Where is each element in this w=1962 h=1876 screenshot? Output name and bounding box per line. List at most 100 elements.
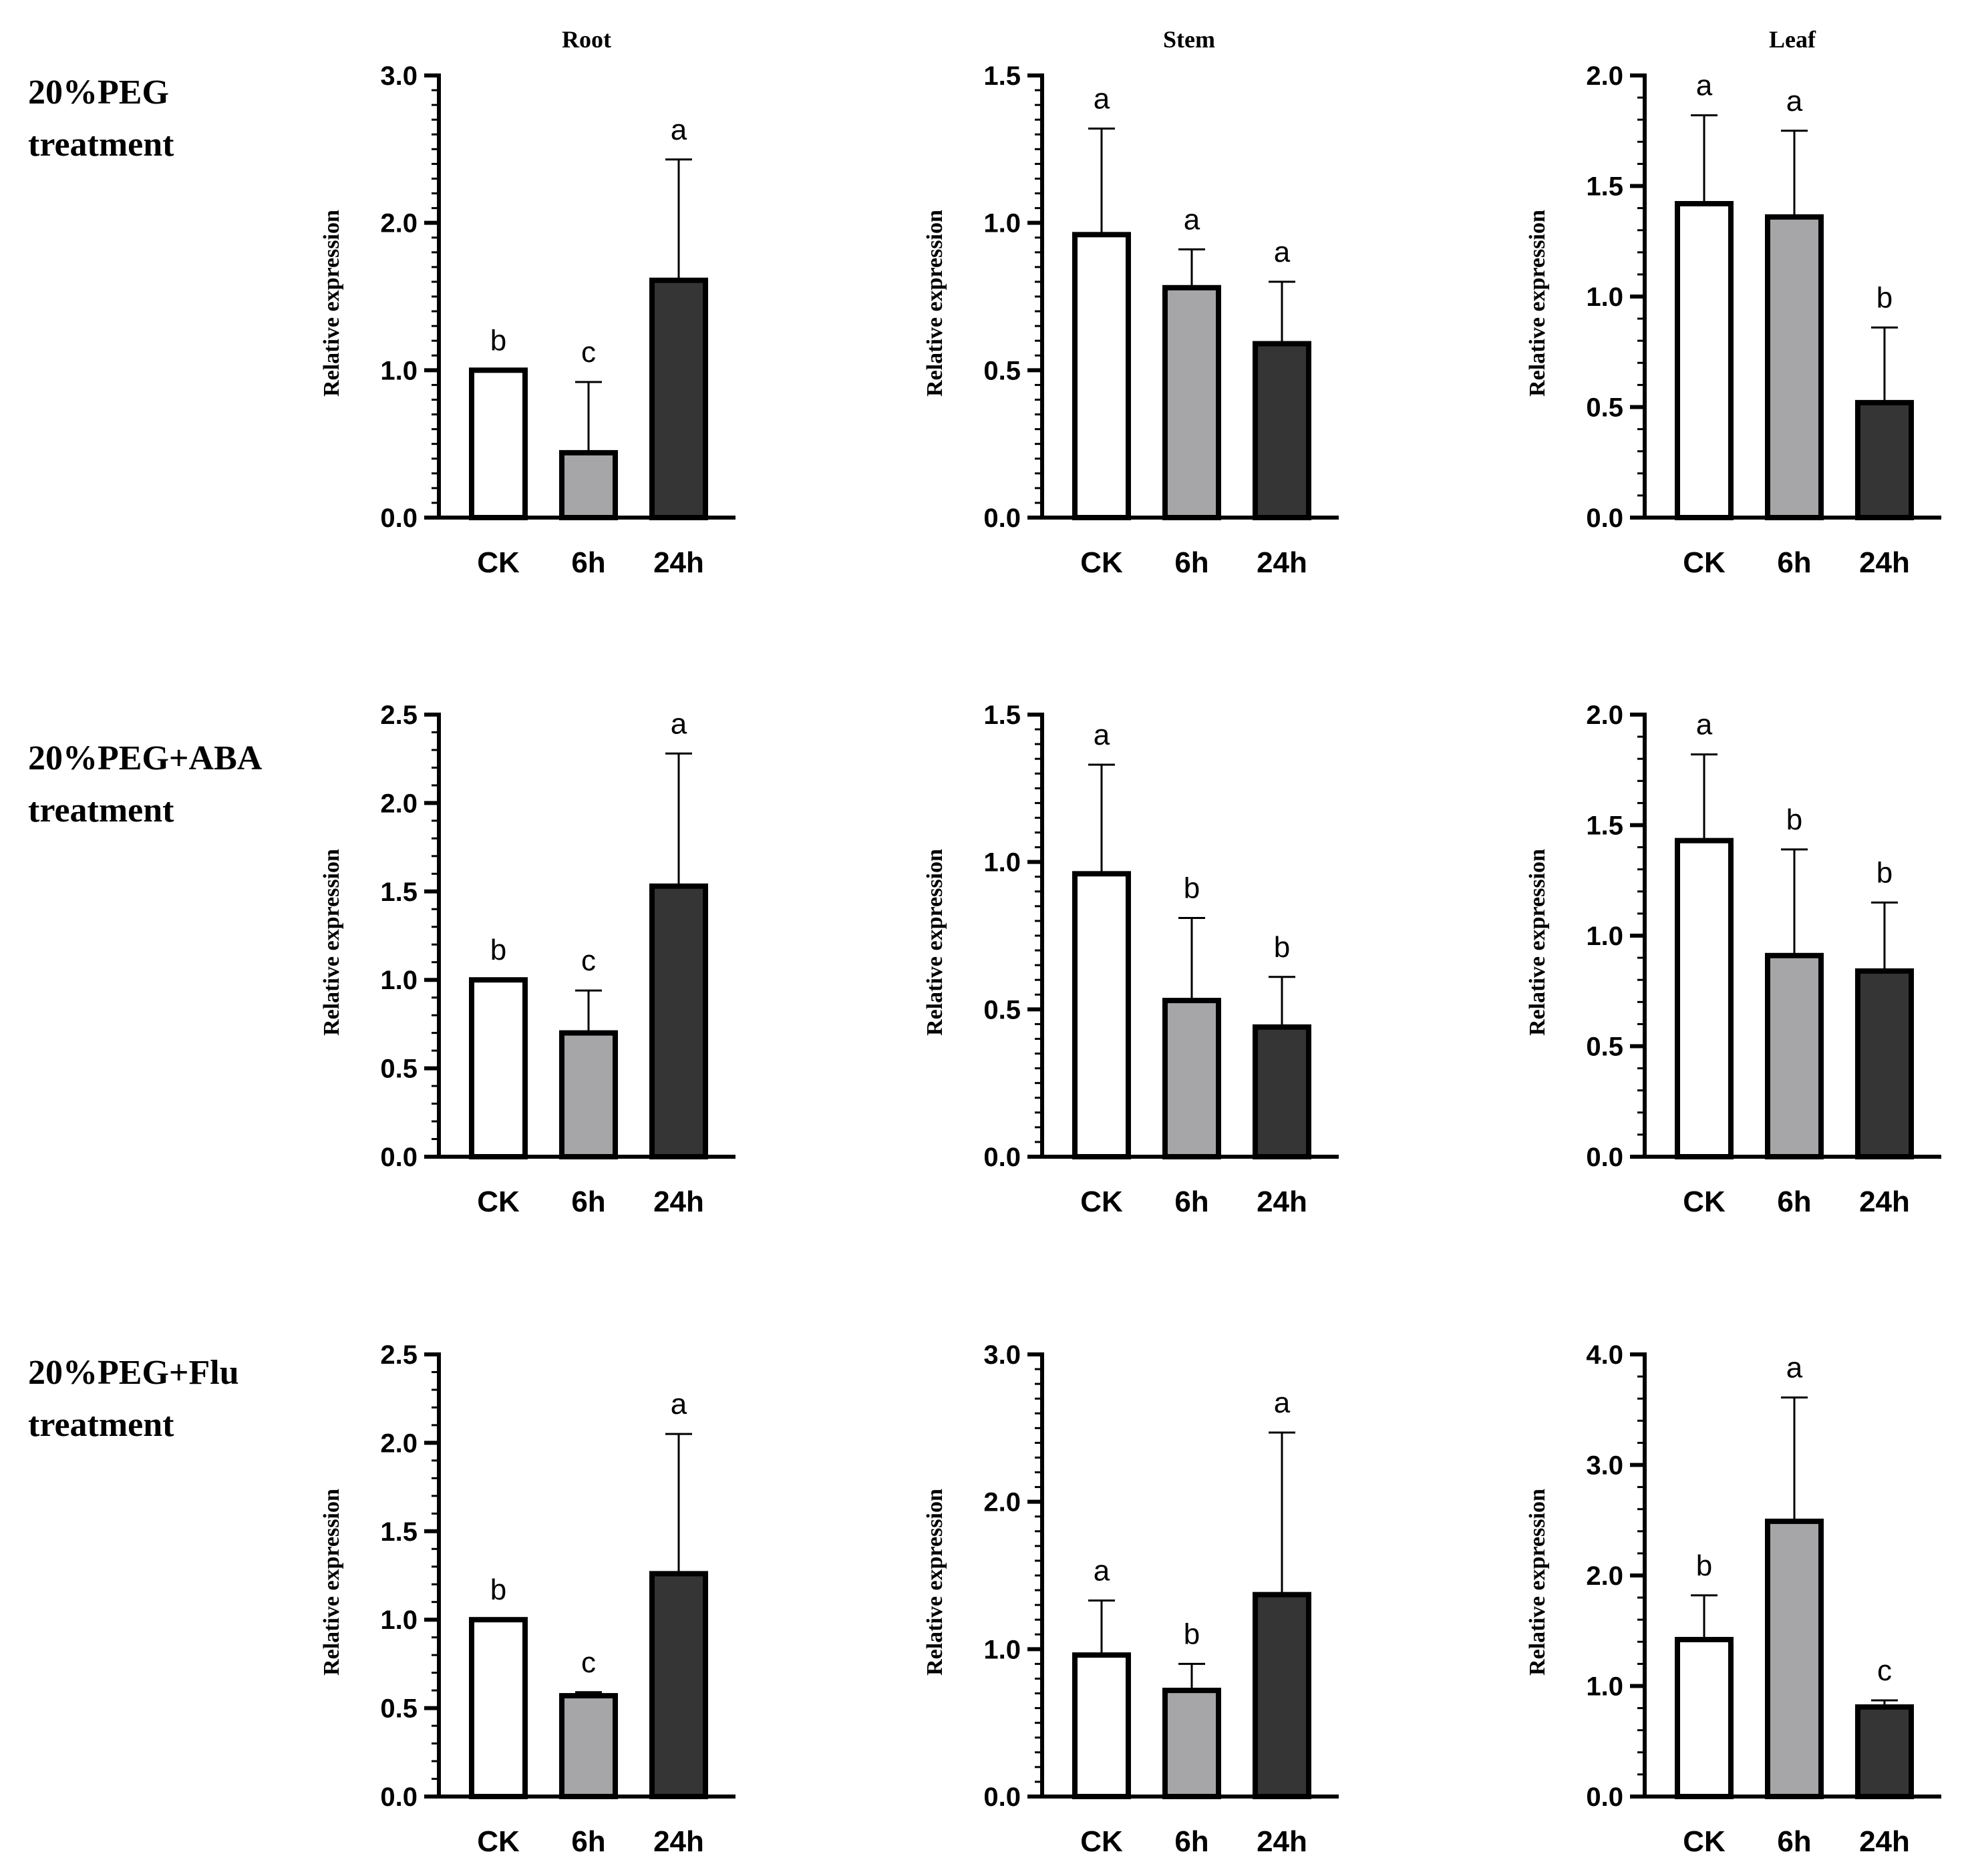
chart-3-root-sig-letter-6h: c <box>581 1646 596 1679</box>
row-label-line2: treatment <box>28 791 174 829</box>
chart-3-root-tick-label: 0.0 <box>380 1783 418 1812</box>
chart-1-leaf-category-label-6h: 6h <box>1777 546 1811 579</box>
chart-2-leaf-bar-6h <box>1765 952 1824 1160</box>
chart-3-stem-sig-letter-ck: a <box>1094 1555 1110 1587</box>
row-label-peg: 20%PEG treatment <box>28 67 174 171</box>
chart-2-root-tick-label: 2.0 <box>380 789 418 818</box>
chart-1-leaf-tick-label: 2.0 <box>1586 61 1623 91</box>
chart-3-leaf-bar-24h <box>1855 1704 1914 1800</box>
chart-3-leaf-category-label-24h: 24h <box>1859 1825 1910 1858</box>
chart-1-root-category-label-ck: CK <box>477 546 520 579</box>
chart-2-stem-sig-letter-ck: a <box>1094 719 1110 751</box>
chart-2-leaf-y-axis-label: Relative expression <box>1525 849 1550 1036</box>
chart-3-stem-y-axis-label: Relative expression <box>923 1489 947 1676</box>
chart-1-stem-tick-label: 0.0 <box>983 504 1021 533</box>
chart-1-stem-category-label-6h: 6h <box>1174 546 1208 579</box>
column-title-leaf: Leaf <box>1769 26 1816 53</box>
chart-2-stem-bar-24h <box>1253 1024 1311 1160</box>
chart-3-stem-category-label-6h: 6h <box>1174 1825 1208 1858</box>
chart-1-stem-tick-label: 0.5 <box>983 356 1021 385</box>
chart-3-leaf-category-label-ck: CK <box>1683 1825 1726 1858</box>
chart-3-leaf-tick-label: 2.0 <box>1586 1561 1623 1591</box>
row-label-line2: treatment <box>28 1406 174 1444</box>
chart-2-root-tick-label: 1.5 <box>380 878 418 907</box>
chart-2-leaf-tick-label: 0.5 <box>1586 1033 1623 1062</box>
chart-1-leaf-tick-label: 0.5 <box>1586 393 1623 423</box>
chart-2-root-category-label-24h: 24h <box>653 1185 704 1218</box>
chart-1-root-bar-6h <box>559 449 618 521</box>
chart-2-root-bar-6h <box>559 1030 618 1160</box>
chart-3-root-category-label-6h: 6h <box>571 1825 605 1858</box>
chart-1-leaf-category-label-24h: 24h <box>1859 546 1910 579</box>
chart-2-stem-sig-letter-6h: b <box>1184 872 1200 905</box>
chart-1-stem-bar-24h <box>1253 341 1311 520</box>
chart-2-root-bar-ck <box>469 977 528 1159</box>
chart-2-leaf-tick-label: 1.0 <box>1586 922 1623 951</box>
chart-1-stem-tick-label: 1.5 <box>983 61 1021 91</box>
chart-1-root-y-axis-label: Relative expression <box>319 210 344 397</box>
chart-1-root-bar-ck <box>469 367 528 520</box>
chart-1-stem-y-axis-label: Relative expression <box>923 210 947 397</box>
chart-1-stem-tick-label: 1.0 <box>983 209 1021 238</box>
chart-2-root-category-label-6h: 6h <box>571 1185 605 1218</box>
chart-3-leaf-tick-label: 0.0 <box>1586 1783 1623 1812</box>
row-label-line1: 20%PEG+Flu <box>28 1354 239 1392</box>
chart-2-stem-bar-ck <box>1072 871 1131 1159</box>
chart-3-stem-tick-label: 3.0 <box>983 1340 1021 1370</box>
chart-2-stem-tick-label: 0.0 <box>983 1143 1021 1172</box>
row-label-peg-flu: 20%PEG+Flu treatment <box>28 1347 239 1451</box>
chart-3-leaf-tick-label: 1.0 <box>1586 1672 1623 1702</box>
chart-1-stem-category-label-ck: CK <box>1080 546 1123 579</box>
chart-3-root-bar-ck <box>469 1617 528 1799</box>
chart-3-stem-bar-ck <box>1072 1652 1131 1799</box>
chart-2-stem-tick-label: 0.5 <box>983 995 1021 1024</box>
chart-2-root-tick-label: 0.0 <box>380 1143 418 1172</box>
row-label-peg-aba: 20%PEG+ABA treatment <box>28 733 262 837</box>
row-label-line1: 20%PEG+ABA <box>28 739 263 777</box>
chart-1-root-category-label-6h: 6h <box>571 546 605 579</box>
chart-1-root-sig-letter-24h: a <box>671 114 687 146</box>
chart-3-root-sig-letter-ck: b <box>490 1573 506 1606</box>
chart-2-leaf-tick-label: 2.0 <box>1586 701 1623 730</box>
chart-2-stem-y-axis-label: Relative expression <box>923 849 947 1036</box>
column-title-stem: Stem <box>1163 26 1215 53</box>
chart-3-root-bar-24h <box>649 1571 708 1800</box>
column-title-root: Root <box>562 26 611 53</box>
chart-2-stem-tick-label: 1.5 <box>983 701 1021 730</box>
chart-1-root-tick-label: 2.0 <box>380 209 418 238</box>
chart-1-stem-sig-letter-6h: a <box>1184 203 1200 236</box>
chart-2-leaf-sig-letter-6h: b <box>1786 803 1802 836</box>
row-label-line1: 20%PEG <box>28 73 169 112</box>
chart-1-leaf-tick-label: 1.0 <box>1586 283 1623 312</box>
chart-1-root-bar-24h <box>649 277 708 520</box>
chart-1-leaf-sig-letter-24h: b <box>1876 281 1893 314</box>
chart-3-root-category-label-24h: 24h <box>653 1825 704 1858</box>
chart-2-root-tick-label: 0.5 <box>380 1055 418 1084</box>
chart-1-stem-bar-6h <box>1162 285 1221 520</box>
chart-1-root-sig-letter-ck: b <box>490 324 506 357</box>
chart-1-leaf-tick-label: 1.5 <box>1586 172 1623 202</box>
chart-3-root-category-label-ck: CK <box>477 1825 520 1858</box>
chart-3-root-sig-letter-24h: a <box>671 1388 687 1421</box>
chart-2-stem-category-label-6h: 6h <box>1174 1185 1208 1218</box>
chart-3-stem-bar-6h <box>1162 1688 1221 1800</box>
chart-2-leaf-category-label-24h: 24h <box>1859 1185 1910 1218</box>
chart-2-root-category-label-ck: CK <box>477 1185 520 1218</box>
chart-1-leaf-bar-6h <box>1765 214 1824 520</box>
chart-3-leaf-category-label-6h: 6h <box>1777 1825 1811 1858</box>
chart-2-root-sig-letter-ck: b <box>490 934 506 966</box>
chart-2-root-tick-label: 2.5 <box>380 701 418 730</box>
chart-1-leaf-category-label-ck: CK <box>1683 546 1726 579</box>
chart-3-stem-sig-letter-6h: b <box>1184 1618 1200 1650</box>
chart-2-root-sig-letter-6h: c <box>581 944 596 977</box>
chart-3-stem-category-label-ck: CK <box>1080 1825 1123 1858</box>
chart-1-stem-bar-ck <box>1072 232 1131 520</box>
chart-2-leaf-category-label-6h: 6h <box>1777 1185 1811 1218</box>
chart-3-root-tick-label: 0.5 <box>380 1694 418 1724</box>
chart-3-leaf-sig-letter-6h: a <box>1786 1352 1803 1384</box>
chart-2-root-tick-label: 1.0 <box>380 966 418 995</box>
chart-3-leaf-tick-label: 3.0 <box>1586 1451 1623 1481</box>
chart-1-root-sig-letter-6h: c <box>581 336 596 369</box>
